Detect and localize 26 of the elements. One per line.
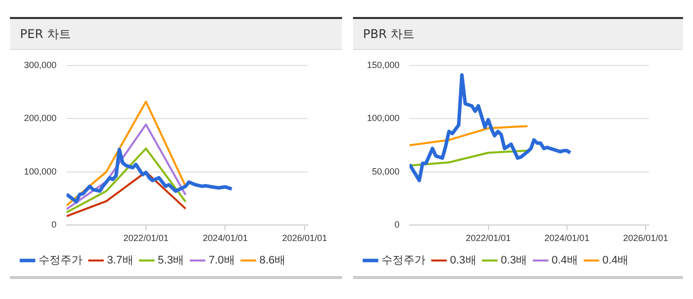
y-tick-label: 100,000 bbox=[366, 113, 400, 124]
legend-label: 8.6배 bbox=[259, 254, 286, 267]
chart-title: PER 차트 bbox=[10, 19, 342, 50]
legend-label: 수정주가 bbox=[382, 254, 426, 267]
legend-label: 0.3배 bbox=[450, 254, 476, 267]
x-tick-label: 2026/01/01 bbox=[623, 233, 668, 244]
y-tick-label: 150,000 bbox=[366, 60, 400, 70]
x-tick-label: 2024/01/01 bbox=[544, 233, 590, 244]
legend-label: 수정주가 bbox=[38, 254, 82, 267]
y-tick-label: 100,000 bbox=[24, 166, 57, 176]
legend-label: 3.7배 bbox=[107, 254, 134, 267]
y-tick-label: 200,000 bbox=[24, 113, 57, 124]
y-tick-label: 50,000 bbox=[372, 166, 400, 176]
x-tick-label: 2024/01/01 bbox=[202, 233, 248, 244]
y-tick-label: 0 bbox=[394, 220, 400, 230]
x-tick-label: 2022/01/01 bbox=[466, 233, 511, 244]
chart-title: PBR 차트 bbox=[353, 19, 683, 50]
legend-label: 7.0배 bbox=[208, 254, 235, 267]
legend-label: 5.3배 bbox=[158, 254, 184, 267]
y-tick-label: 0 bbox=[52, 220, 57, 230]
y-tick-label: 300,000 bbox=[24, 60, 57, 70]
legend-label: 0.4배 bbox=[602, 254, 629, 267]
x-tick-label: 2026/01/01 bbox=[282, 233, 328, 244]
legend-label: 0.3배 bbox=[500, 254, 528, 267]
legend-label: 0.4배 bbox=[552, 254, 578, 267]
x-tick-label: 2022/01/01 bbox=[123, 233, 168, 244]
